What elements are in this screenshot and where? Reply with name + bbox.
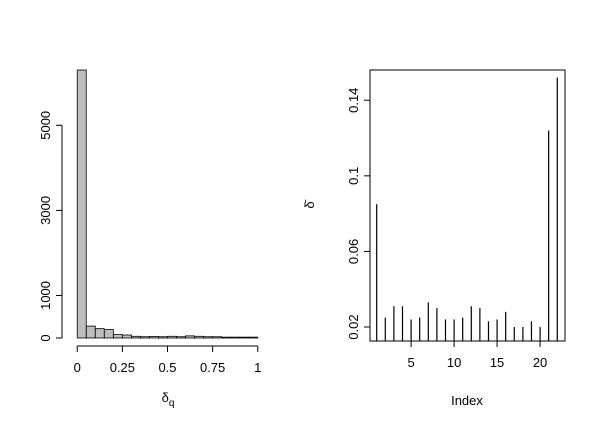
x-tick-label: 20 <box>533 355 547 370</box>
bar <box>103 329 114 339</box>
y-tick-label: 0 <box>38 334 53 341</box>
bar <box>112 334 123 339</box>
bar <box>121 334 132 339</box>
bar <box>158 336 168 339</box>
bar <box>85 325 96 339</box>
bar <box>140 336 150 339</box>
y-tick-label: 0.1 <box>346 167 361 185</box>
y-tick-label: 5000 <box>38 111 53 140</box>
bar <box>221 336 232 339</box>
y-tick-label: 1000 <box>38 281 53 310</box>
bar <box>194 335 205 339</box>
bar <box>212 336 223 339</box>
y-tick-label: 0.06 <box>346 239 361 264</box>
y-tick-label: 0.14 <box>346 88 361 113</box>
bar <box>239 336 250 339</box>
x-tick-label: 15 <box>490 355 504 370</box>
x-tick-label: 0.5 <box>158 360 176 375</box>
y-axis-label: δ̄ <box>302 199 317 208</box>
bar <box>203 336 214 339</box>
bar <box>167 335 177 339</box>
x-label-subscript: q <box>169 398 175 409</box>
x-tick-label: 0.25 <box>110 360 135 375</box>
bar <box>230 336 241 339</box>
bar <box>94 328 105 339</box>
y-tick-label: 3000 <box>38 196 53 225</box>
bar <box>76 69 87 339</box>
bar <box>248 336 259 339</box>
x-tick-label: 10 <box>447 355 461 370</box>
bar <box>149 336 159 339</box>
x-label-symbol: δ <box>162 390 169 405</box>
x-tick-label: 0.75 <box>200 360 225 375</box>
bar <box>130 335 141 339</box>
bar <box>185 335 195 339</box>
bar <box>176 336 186 339</box>
y-tick-label: 0.02 <box>346 314 361 339</box>
x-axis-label: Index <box>451 393 483 408</box>
x-tick-label: 1 <box>254 360 261 375</box>
x-tick-label: 5 <box>407 355 414 370</box>
x-tick-label: 0 <box>74 360 81 375</box>
plot-box <box>369 69 566 342</box>
x-axis-label: δq <box>162 390 175 409</box>
